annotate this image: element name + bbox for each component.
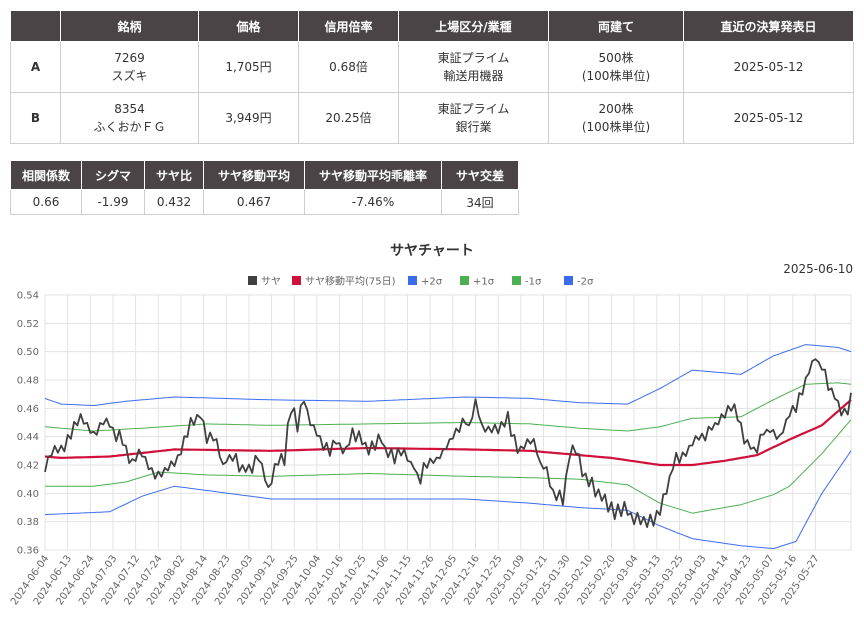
stock-code: 8354 [114, 102, 145, 116]
chart-date: 2025-06-10 [783, 262, 853, 276]
y-tick-label: 0.42 [17, 461, 39, 472]
stats-table: 相関係数 シグマ サヤ比 サヤ移動平均 サヤ移動平均乖離率 サヤ交差 0.66 … [10, 160, 519, 215]
legend-swatch-2[interactable] [408, 276, 417, 285]
margin-ratio-cell: 0.68倍 [298, 41, 399, 93]
chart-legend[interactable]: サヤ サヤ移動平均(75日) +2σ +1σ -1σ -2σ [248, 275, 594, 288]
spread-ma-deviation-value: -7.46% [304, 189, 442, 215]
stock-code: 7269 [114, 51, 145, 65]
stock-cell: 8354 ふくおかＦＧ [60, 92, 199, 144]
header-spread-ratio: サヤ比 [144, 160, 204, 190]
spread-chart: サヤチャート 2025-06-10 サヤ サヤ移動平均(75日) +2σ +1σ -1σ… [9, 243, 853, 607]
plot-area [44, 294, 852, 551]
header-spread-crosses: サヤ交差 [441, 160, 519, 190]
spread-ma-value: 0.467 [203, 189, 305, 215]
header-stock: 銘柄 [60, 10, 199, 42]
chart-title: サヤチャート [390, 243, 474, 259]
y-tick-label: 0.46 [17, 404, 39, 415]
earnings-date-cell: 2025-05-12 [683, 92, 854, 144]
y-axis: 0.36 0.38 0.40 0.42 0.44 0.46 0.48 0.50 0.52 0.54 [17, 291, 39, 557]
hedge-cell: 200株 (100株単位) [548, 92, 684, 144]
stock-name: スズキ [111, 69, 148, 83]
header-margin-ratio: 信用倍率 [298, 10, 399, 42]
stats-value-row: 0.66 -1.99 0.432 0.467 -7.46% 34回 [10, 189, 519, 215]
stats-header-row: 相関係数 シグマ サヤ比 サヤ移動平均 サヤ移動平均乖離率 サヤ交差 [10, 160, 519, 190]
pairs-table: 銘柄 価格 信用倍率 上場区分/業種 両建て 直近の決算発表日 A 7269 スズ… [10, 10, 854, 144]
margin-ratio-cell: 20.25倍 [298, 92, 399, 144]
series-line-1 [44, 398, 852, 467]
hedge-cell: 500株 (100株単位) [548, 41, 684, 93]
table-row: B 8354 ふくおかＦＧ 3,949円 20.25倍 東証プライム 銀行業 200… [10, 92, 854, 144]
stock-name: ふくおかＦＧ [93, 120, 166, 134]
price-cell: 3,949円 [198, 92, 299, 144]
legend-label-0[interactable]: サヤ [261, 276, 281, 288]
legend-swatch-1[interactable] [292, 276, 301, 285]
y-tick-label: 0.36 [17, 546, 39, 557]
market-name: 東証プライム [437, 51, 510, 65]
legend-swatch-3[interactable] [460, 276, 469, 285]
row-key: B [10, 92, 61, 144]
table-row: A 7269 スズキ 1,705円 0.68倍 東証プライム 輸送用機器 500株 (… [10, 41, 854, 93]
correlation-value: 0.66 [10, 189, 82, 215]
series-line-3 [44, 382, 852, 432]
y-tick-label: 0.50 [17, 347, 39, 358]
industry-name: 銀行業 [455, 120, 492, 134]
series-line-0 [44, 358, 852, 528]
chart-lines [44, 344, 852, 550]
series-line-2 [44, 344, 852, 406]
market-cell: 東証プライム 輸送用機器 [398, 41, 549, 93]
header-blank [10, 10, 61, 42]
chart-grid [44, 294, 852, 551]
legend-swatch-0[interactable] [248, 276, 257, 285]
y-tick-label: 0.38 [17, 517, 39, 528]
header-price: 価格 [198, 10, 299, 42]
header-hedge: 両建て [548, 10, 684, 42]
earnings-date-cell: 2025-05-12 [683, 41, 854, 93]
hedge-unit: (100株単位) [581, 120, 651, 134]
stock-cell: 7269 スズキ [60, 41, 199, 93]
spread-crosses-value: 34回 [441, 189, 519, 215]
hedge-shares: 500株 [598, 51, 634, 65]
y-tick-label: 0.52 [17, 319, 39, 330]
market-name: 東証プライム [437, 102, 510, 116]
legend-label-1[interactable]: サヤ移動平均(75日) [305, 275, 396, 288]
price-cell: 1,705円 [198, 41, 299, 93]
header-spread-ma-deviation: サヤ移動平均乖離率 [304, 160, 442, 190]
hedge-shares: 200株 [598, 102, 634, 116]
header-correlation: 相関係数 [10, 160, 82, 190]
row-key: A [10, 41, 61, 93]
series-line-5 [44, 450, 852, 550]
spread-ratio-value: 0.432 [144, 189, 204, 215]
legend-label-4[interactable]: -1σ [525, 277, 542, 288]
header-earnings-date: 直近の決算発表日 [683, 10, 854, 42]
legend-label-5[interactable]: -2σ [577, 277, 594, 288]
pairs-header-row: 銘柄 価格 信用倍率 上場区分/業種 両建て 直近の決算発表日 [10, 10, 854, 42]
header-spread-ma: サヤ移動平均 [203, 160, 305, 190]
y-tick-label: 0.54 [17, 291, 39, 302]
header-sigma: シグマ [81, 160, 145, 190]
market-cell: 東証プライム 銀行業 [398, 92, 549, 144]
sigma-value: -1.99 [81, 189, 145, 215]
legend-swatch-4[interactable] [512, 276, 521, 285]
hedge-unit: (100株単位) [581, 69, 651, 83]
legend-label-3[interactable]: +1σ [473, 277, 495, 288]
industry-name: 輸送用機器 [443, 69, 504, 83]
header-market-industry: 上場区分/業種 [398, 10, 549, 42]
y-tick-label: 0.48 [17, 376, 39, 387]
y-tick-label: 0.40 [17, 489, 39, 500]
y-tick-label: 0.44 [17, 432, 39, 443]
series-line-4 [45, 419, 852, 514]
legend-swatch-5[interactable] [564, 276, 573, 285]
x-axis: 2024-06-042024-06-132024-06-242024-07-03… [9, 553, 822, 607]
legend-label-2[interactable]: +2σ [421, 277, 443, 288]
